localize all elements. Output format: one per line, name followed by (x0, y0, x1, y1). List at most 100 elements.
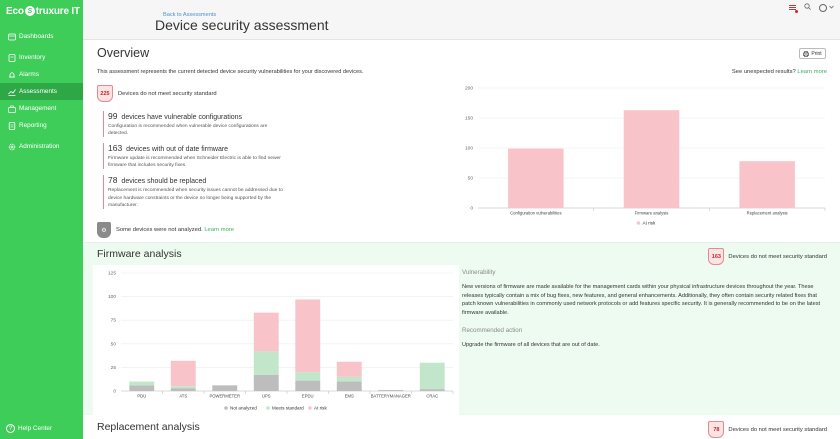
brand-suffix: truxure IT (35, 5, 80, 17)
sidebar-item-label: Reporting (19, 122, 47, 129)
y-tick-label: 150 (465, 116, 473, 122)
firmware-title: Firmware analysis (97, 248, 182, 260)
reason-number: 78 (108, 175, 118, 186)
search-icon[interactable] (804, 3, 811, 12)
bar-not-analyzed (336, 381, 362, 391)
bar-at-risk (508, 148, 564, 208)
y-tick-label: 100 (465, 146, 473, 152)
firmware-badge: 163 Devices do not meet security standar… (708, 248, 827, 265)
firmware-info: Vulnerability New versions of firmware a… (462, 269, 830, 358)
y-tick-label: 25 (111, 365, 117, 371)
y-tick-label: 100 (108, 294, 116, 300)
x-tick-label: Configuration vulnerabilities (510, 211, 561, 216)
y-tick-label: 125 (108, 271, 116, 277)
reason-count: 99 devices have vulnerable configuration… (108, 111, 288, 121)
legend-swatch (308, 406, 312, 410)
reason-label: devices have vulnerable configurations (121, 114, 243, 121)
reason-number: 163 (108, 143, 123, 154)
not-meet-label: Devices do not meet security standard (118, 90, 217, 97)
user-menu[interactable] (819, 3, 834, 12)
bar-not-analyzed (378, 390, 404, 391)
sidebar-item-dashboards[interactable]: Dashboards (0, 28, 83, 45)
sidebar-item-inventory[interactable]: Inventory (0, 49, 83, 66)
help-label: Help Center (18, 425, 53, 432)
report-icon (8, 121, 16, 130)
not-analyzed-learn-more-link[interactable]: Learn more (204, 227, 234, 233)
legend-label: At risk (314, 406, 327, 411)
notifications-flag-icon[interactable] (789, 4, 798, 13)
not-meet-count-badge: 225 (97, 85, 113, 102)
print-button[interactable]: Print (799, 48, 826, 59)
x-tick-label: BATTERYMANAGER (371, 394, 411, 399)
brand-logo[interactable]: Eco S truxure IT (0, 0, 83, 22)
bar-not-analyzed (170, 388, 196, 391)
reason-label: devices with out of date firmware (126, 146, 229, 154)
x-tick-label: EMS (345, 394, 354, 399)
sidebar-item-reporting[interactable]: Reporting (0, 117, 83, 134)
bar-at-risk (295, 299, 321, 373)
bar-not-analyzed (212, 385, 238, 391)
unexpected-results: See unexpected results? Learn more (732, 69, 827, 75)
replacement-title: Replacement analysis (97, 421, 200, 433)
firmware-chart-panel: 0 25 50 75 100 125 PDU ATS POWERMETER UPS EPDU EMS B… (93, 265, 459, 415)
sidebar-item-management[interactable]: Management (0, 100, 83, 117)
sidebar-item-label: Management (19, 105, 57, 112)
overview-bar-chart: 0 50 100 150 200 Configuration vulnerabilitie… (465, 86, 826, 226)
bell-icon (8, 71, 16, 79)
logo-mark: S (24, 6, 35, 16)
learn-more-link[interactable]: Learn more (797, 69, 827, 75)
box-icon (8, 53, 16, 62)
bar-at-risk (623, 110, 680, 208)
bar-at-risk (336, 361, 362, 377)
briefcase-icon (8, 105, 16, 113)
sidebar-item-label: Assessments (19, 88, 58, 95)
sidebar-item-assessments[interactable]: Assessments (0, 83, 83, 100)
avatar-icon (819, 3, 827, 12)
x-tick-label: Firmware analysis (635, 211, 669, 216)
bar-meets-standard (295, 372, 321, 381)
bar-at-risk (170, 360, 196, 387)
reason-item: 163 devices with out of date firmware Fi… (103, 143, 288, 170)
y-tick-label: 200 (465, 86, 473, 92)
x-tick-label: PDU (137, 394, 146, 399)
replacement-count-badge: 78 (708, 421, 725, 438)
reason-count: 163 devices with out of date firmware (108, 143, 288, 153)
recommended-action-heading: Recommended action (462, 326, 523, 334)
overview-title: Overview (97, 46, 150, 60)
bar-meets-standard (170, 386, 196, 389)
legend-swatch (266, 406, 270, 410)
printer-icon (803, 50, 810, 57)
page-title: Device security assessment (155, 17, 329, 33)
sidebar-item-administration[interactable]: Administration (0, 138, 83, 155)
help-center-link[interactable]: ? Help Center (6, 424, 52, 433)
print-label: Print (811, 50, 822, 57)
reason-item: 99 devices have vulnerable configuration… (103, 111, 288, 138)
replacement-badge-label: Devices do not meet security standard (728, 426, 827, 433)
reason-item: 78 devices should be replaced Replacemen… (103, 175, 288, 209)
x-tick-label: ATS (179, 394, 187, 399)
reason-label: devices should be replaced (121, 178, 207, 186)
sidebar-item-alarms[interactable]: Alarms (0, 66, 83, 83)
firmware-badge-label: Devices do not meet security standard (728, 253, 827, 260)
back-to-assessments-link[interactable]: Back to Assessments (163, 12, 217, 18)
not-meet-summary: 225 Devices do not meet security standar… (97, 85, 217, 102)
section-divider (83, 242, 840, 243)
sidebar-item-label: Dashboards (19, 33, 54, 40)
legend-label: Not analyzed (230, 406, 257, 411)
sidebar-item-label: Inventory (19, 54, 46, 61)
y-tick-label: 50 (468, 176, 474, 182)
sidebar-nav: Dashboards Inventory Alarms Assessments … (0, 28, 83, 155)
grid-icon (8, 33, 16, 41)
reason-count: 78 devices should be replaced (108, 175, 288, 185)
firmware-count-badge: 163 (708, 248, 725, 265)
bar-not-analyzed (129, 385, 155, 391)
gear-icon (8, 143, 16, 151)
y-tick-label: 75 (111, 318, 117, 324)
sidebar-item-label: Alarms (19, 71, 39, 78)
bar-at-risk (253, 312, 279, 352)
chevron-down-icon (829, 4, 834, 11)
reasons-list: 99 devices have vulnerable configuration… (103, 111, 288, 215)
bar-not-analyzed (295, 380, 321, 391)
x-tick-label: UPS (262, 394, 271, 399)
not-analyzed-notice: ⚙ Some devices were not analyzed. Learn … (97, 222, 234, 238)
